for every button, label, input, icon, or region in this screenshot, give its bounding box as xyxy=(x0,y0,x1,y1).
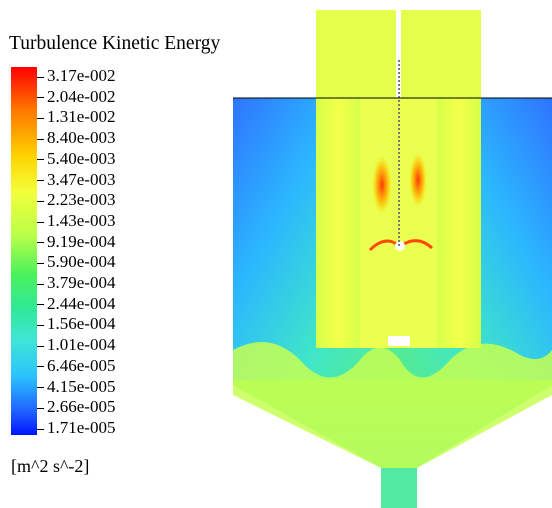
tick-label: 3.47e-003 xyxy=(47,169,116,189)
legend-tick: 3.17e-002 xyxy=(37,66,115,86)
tick-mark xyxy=(37,118,44,119)
tick-mark xyxy=(37,138,44,140)
tick-mark xyxy=(37,407,44,409)
tick-mark xyxy=(37,387,44,389)
legend-tick: 8.40e-003 xyxy=(37,128,115,148)
upper-column-left xyxy=(316,10,396,98)
upper-column-right xyxy=(401,10,481,98)
hotspot-right-plume xyxy=(409,152,427,208)
legend-tick: 2.66e-005 xyxy=(37,397,115,417)
hotspot-left-plume xyxy=(372,155,392,215)
shaft-gap xyxy=(396,10,401,98)
tick-label: 9.19e-004 xyxy=(47,231,116,251)
draft-tube-right-wall xyxy=(437,98,481,348)
color-scale-bar xyxy=(11,67,37,435)
tick-mark xyxy=(37,221,44,223)
tick-mark xyxy=(37,283,44,285)
tick-label: 3.79e-004 xyxy=(47,273,116,293)
legend-units: [m^2 s^-2] xyxy=(11,456,90,476)
legend-tick: 2.04e-002 xyxy=(37,87,115,107)
bottom-yellow-wave xyxy=(233,342,552,468)
tick-label: 2.04e-002 xyxy=(47,86,116,106)
tick-mark xyxy=(37,366,44,368)
legend-title: Turbulence Kinetic Energy xyxy=(9,33,221,54)
impeller-zone xyxy=(368,60,434,346)
tick-label: 4.15e-005 xyxy=(47,376,116,396)
legend-tick: 1.71e-005 xyxy=(37,418,115,438)
tick-mark xyxy=(37,242,44,244)
tick-label: 5.90e-004 xyxy=(47,252,116,272)
tick-mark xyxy=(37,345,44,347)
tick-label: 1.43e-003 xyxy=(47,210,116,230)
legend-tick: 3.79e-004 xyxy=(37,273,115,293)
tick-mark xyxy=(37,180,44,182)
outlet-pipe xyxy=(381,466,417,508)
legend-tick: 1.31e-002 xyxy=(37,107,115,127)
legend-tick: 3.47e-003 xyxy=(37,170,115,190)
tick-mark xyxy=(37,325,44,327)
draft-tube xyxy=(316,10,481,348)
draft-tube-core xyxy=(360,98,437,348)
legend-tick: 1.56e-004 xyxy=(37,314,115,334)
tick-label: 1.31e-002 xyxy=(47,107,116,127)
impeller-blade-right xyxy=(401,239,434,250)
draft-tube-left-wall xyxy=(316,98,360,348)
tick-mark xyxy=(37,262,44,264)
tick-mark xyxy=(37,159,44,161)
legend-tick: 9.19e-004 xyxy=(37,232,115,252)
legend-tick: 6.46e-005 xyxy=(37,356,115,376)
bottom-support xyxy=(388,336,410,346)
tick-label: 2.44e-004 xyxy=(47,293,116,313)
tick-mark xyxy=(37,304,44,306)
legend-tick-list: 3.17e-002 2.04e-002 1.31e-002 8.40e-003 5.40… xyxy=(37,66,197,438)
tick-mark xyxy=(37,428,44,430)
legend-tick: 2.44e-004 xyxy=(37,294,115,314)
tick-label: 2.66e-005 xyxy=(47,397,116,417)
tick-label: 1.71e-005 xyxy=(47,418,116,437)
tick-label: 8.40e-003 xyxy=(47,128,116,148)
legend-tick: 2.23e-003 xyxy=(37,190,115,210)
legend-tick: 4.15e-005 xyxy=(37,377,115,397)
tick-label: 1.01e-004 xyxy=(47,335,116,355)
legend-tick: 1.43e-003 xyxy=(37,211,115,231)
tick-mark xyxy=(37,76,44,78)
tick-label: 1.56e-004 xyxy=(47,314,116,334)
tick-label: 3.17e-002 xyxy=(47,66,116,85)
tick-mark xyxy=(37,97,44,99)
legend-tick: 5.40e-003 xyxy=(37,149,115,169)
legend-tick: 5.90e-004 xyxy=(37,252,115,272)
tick-mark xyxy=(37,200,44,202)
legend-tick: 1.01e-004 xyxy=(37,335,115,355)
tick-label: 5.40e-003 xyxy=(47,148,116,168)
tick-label: 6.46e-005 xyxy=(47,355,116,375)
tick-label: 2.23e-003 xyxy=(47,190,116,210)
